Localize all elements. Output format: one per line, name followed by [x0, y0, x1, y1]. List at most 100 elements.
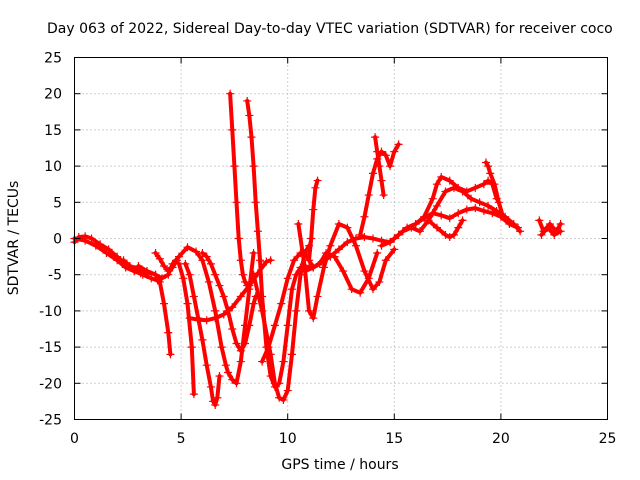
data-point	[556, 227, 565, 236]
data-point	[381, 256, 390, 265]
data-point	[134, 262, 143, 271]
data-point	[211, 314, 220, 323]
data-point	[179, 274, 188, 283]
data-point	[166, 350, 175, 359]
data-point	[164, 328, 173, 337]
data-point	[319, 263, 328, 272]
data-point	[360, 233, 369, 242]
data-point	[236, 357, 245, 366]
data-point	[309, 205, 318, 214]
data-point	[432, 180, 441, 189]
series-arc-7	[181, 259, 224, 410]
data-point	[147, 274, 156, 283]
series-arc-15	[305, 176, 322, 265]
data-point	[113, 256, 122, 265]
data-point	[394, 140, 403, 149]
data-point	[217, 343, 226, 352]
data-point	[428, 194, 437, 203]
y-tick-labels: -25 -20 -15 -10 -5 0 5 10 15 20 25	[39, 51, 62, 429]
data-point	[499, 212, 508, 221]
data-point	[275, 393, 284, 402]
data-point	[441, 230, 450, 239]
series-line	[153, 251, 179, 274]
data-point	[411, 220, 420, 229]
data-point	[202, 361, 211, 370]
data-point	[264, 343, 273, 352]
series-arc-5	[151, 248, 181, 276]
data-point	[249, 162, 258, 171]
data-point	[283, 386, 292, 395]
data-point	[266, 350, 275, 359]
data-point	[292, 306, 301, 315]
y-axis-label: SDTVAR / TECUs	[6, 181, 22, 296]
data-point	[351, 234, 360, 243]
data-point	[415, 227, 424, 236]
series-layer	[70, 89, 565, 410]
data-point	[215, 281, 224, 290]
y-tick-label: 10	[44, 159, 62, 175]
data-point	[475, 198, 484, 207]
data-point	[339, 267, 348, 276]
data-point	[160, 299, 169, 308]
data-point	[479, 206, 488, 215]
data-point	[243, 96, 252, 105]
series-line	[307, 178, 320, 263]
data-point	[445, 233, 454, 242]
data-point	[136, 269, 145, 278]
data-point	[537, 230, 546, 239]
data-point	[211, 306, 220, 315]
data-point	[445, 176, 454, 185]
data-point	[381, 151, 390, 160]
series-arc-14	[294, 220, 399, 323]
data-point	[241, 339, 250, 348]
data-point	[226, 89, 235, 98]
series-arc-6	[174, 259, 198, 399]
data-point	[279, 395, 288, 404]
data-point	[445, 214, 454, 223]
data-point	[102, 248, 111, 257]
data-point	[215, 372, 224, 381]
data-point	[311, 183, 320, 192]
data-point	[437, 211, 446, 220]
data-point	[543, 223, 552, 232]
data-point	[294, 220, 303, 229]
data-point	[287, 350, 296, 359]
data-point	[364, 191, 373, 200]
data-point	[300, 267, 309, 276]
data-point	[377, 176, 386, 185]
series-line	[228, 91, 250, 288]
data-point	[424, 216, 433, 225]
data-point	[373, 147, 382, 156]
data-point	[198, 248, 207, 257]
data-point	[432, 201, 441, 210]
data-point	[486, 169, 495, 178]
data-point	[213, 393, 222, 402]
data-point	[309, 314, 318, 323]
data-point	[454, 223, 463, 232]
data-point	[313, 176, 322, 185]
data-point	[471, 183, 480, 192]
gridlines	[74, 57, 608, 420]
data-point	[189, 292, 198, 301]
data-point	[164, 267, 173, 276]
data-point	[198, 256, 207, 265]
data-point	[326, 241, 335, 250]
data-point	[157, 274, 166, 283]
data-point	[236, 256, 245, 265]
data-point	[509, 220, 518, 229]
data-point	[168, 263, 177, 272]
data-point	[467, 194, 476, 203]
data-point	[449, 230, 458, 239]
y-tick-label: 25	[44, 51, 62, 67]
data-point	[228, 303, 237, 312]
data-point	[390, 234, 399, 243]
data-point	[211, 401, 220, 410]
series-arc-23	[481, 158, 508, 221]
data-point	[368, 234, 377, 243]
data-point	[390, 147, 399, 156]
data-point	[386, 238, 395, 247]
series-arc-16	[300, 233, 395, 276]
data-point	[236, 346, 245, 355]
data-point	[550, 230, 559, 239]
